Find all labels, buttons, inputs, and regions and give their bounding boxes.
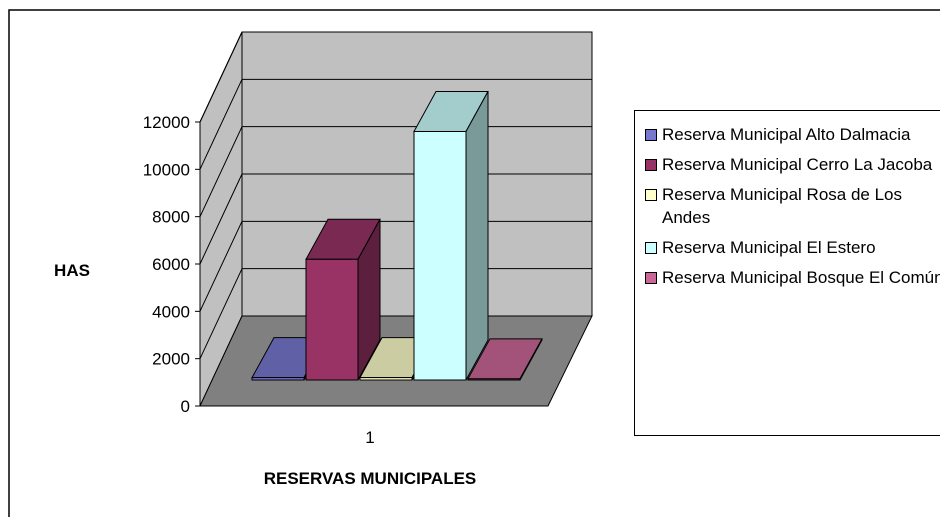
grid-line — [199, 79, 243, 170]
legend-label: Reserva Municipal Bosque El Común — [662, 268, 940, 287]
legend-item: Reserva Municipal Bosque El Común — [645, 266, 940, 289]
legend-item: Reserva Municipal Cerro La Jacoba — [645, 153, 940, 176]
y-tick-label: 4000 — [152, 302, 190, 321]
bar — [359, 377, 413, 381]
bar — [413, 131, 467, 381]
legend-label: Reserva Municipal Rosa de Los Andes — [662, 185, 903, 227]
bar — [305, 258, 359, 381]
legend-swatch — [645, 159, 657, 171]
bar — [467, 378, 521, 381]
legend-item: Reserva Municipal Rosa de Los Andes — [645, 183, 940, 229]
grid-line — [199, 221, 243, 312]
grid-line — [199, 31, 243, 123]
y-tick-label: 2000 — [152, 350, 190, 369]
legend-label: Reserva Municipal Cerro La Jacoba — [662, 155, 933, 174]
legend-label: Reserva Municipal El Estero — [662, 238, 876, 257]
y-tick-label: 8000 — [152, 208, 190, 227]
legend: Reserva Municipal Alto Dalmacia Reserva M… — [634, 110, 940, 436]
x-tick-label: 1 — [365, 428, 374, 447]
legend-swatch — [645, 242, 657, 254]
grid-line — [199, 126, 243, 217]
bar — [251, 377, 305, 381]
y-tick-label: 10000 — [143, 160, 190, 179]
legend-swatch — [645, 272, 657, 284]
y-tick-label: 12000 — [143, 113, 190, 132]
legend-swatch — [645, 129, 657, 141]
legend-label: Reserva Municipal Alto Dalmacia — [662, 125, 911, 144]
legend-item: Reserva Municipal Alto Dalmacia — [645, 123, 940, 146]
x-axis-label: RESERVAS MUNICIPALES — [264, 469, 477, 488]
legend-swatch — [645, 189, 657, 201]
grid-line — [199, 268, 243, 359]
legend-item: Reserva Municipal El Estero — [645, 236, 940, 259]
y-tick-label: 6000 — [152, 255, 190, 274]
grid-line — [199, 173, 243, 265]
y-tick-label: 0 — [181, 397, 190, 416]
y-axis-label: HAS — [54, 261, 90, 280]
bar-side — [465, 91, 489, 381]
